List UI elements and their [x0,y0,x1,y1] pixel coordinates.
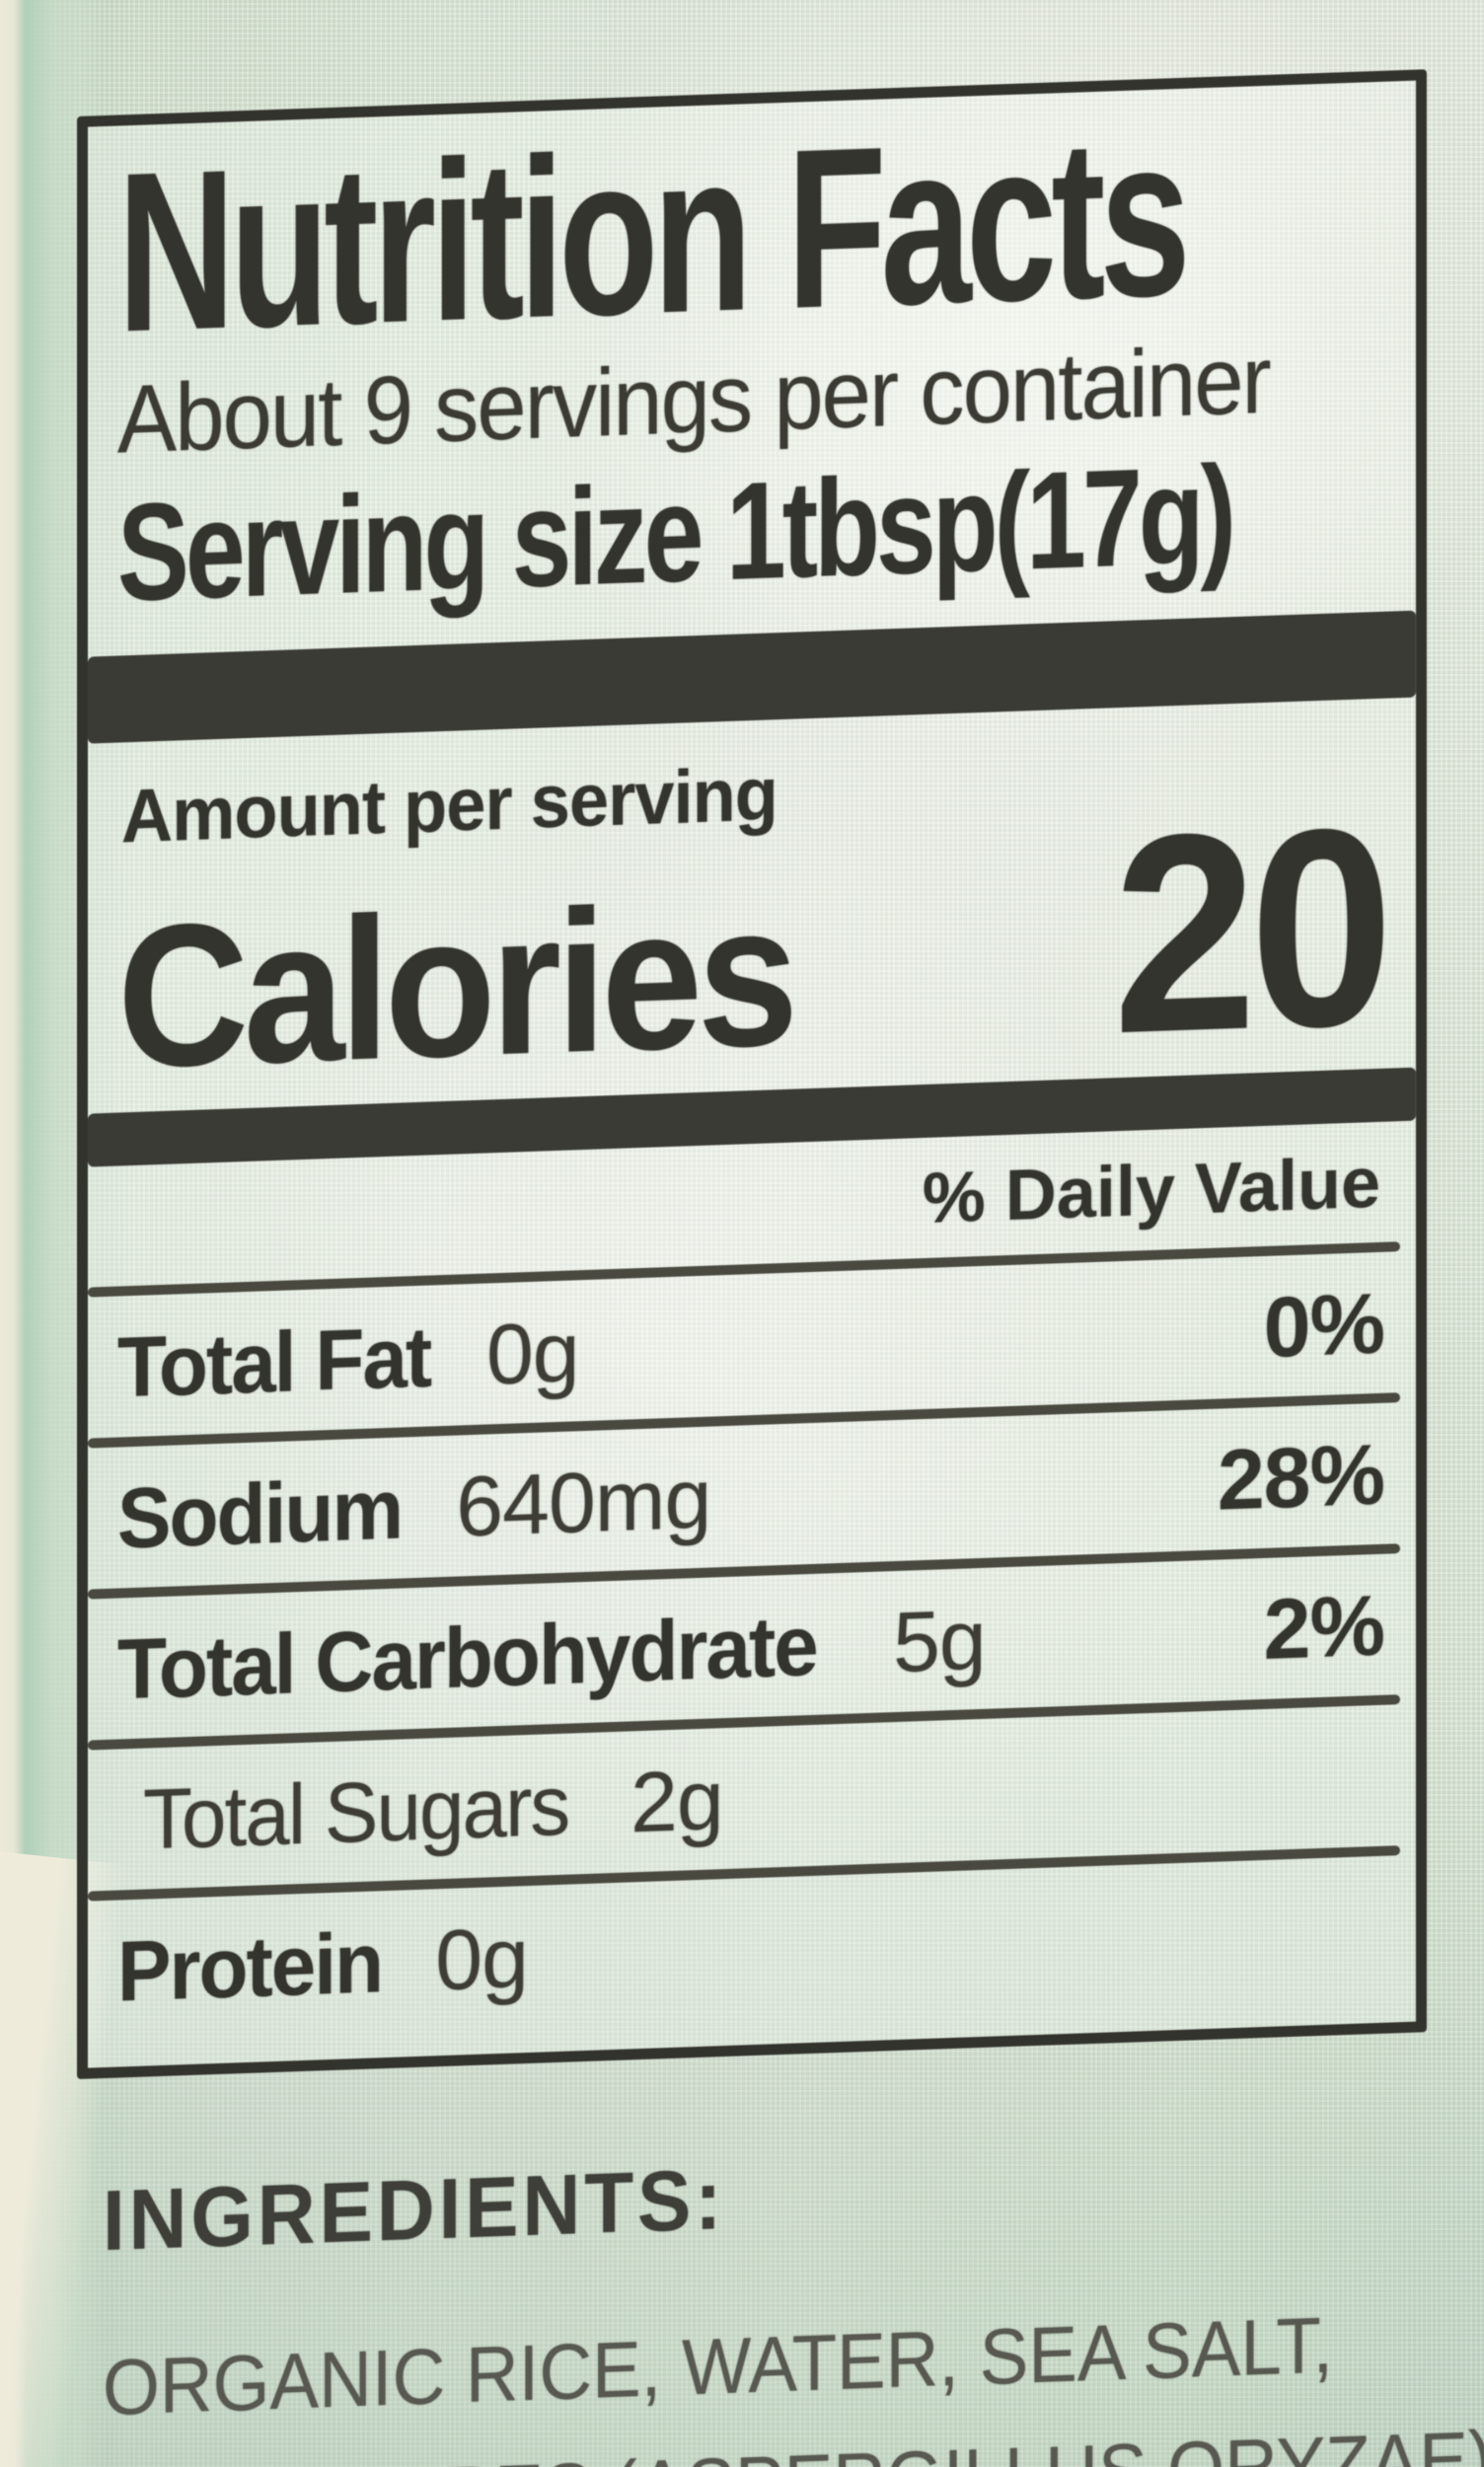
nutrient-value: 0g [435,1909,528,2008]
nutrition-facts-panel: Nutrition Facts About 9 servings per con… [77,69,1427,2079]
nutrient-value: 640mg [456,1451,711,1555]
nutrient-name: Total Fat [117,1309,431,1416]
nutrient-daily-value: 0% [1263,1276,1384,1376]
serving-size-value: 1tbsp(17g) [725,435,1233,609]
nutrient-value: 2g [631,1752,723,1851]
nutrient-value: 0g [485,1304,579,1403]
nutrient-name: Total Sugars [143,1757,569,1868]
serving-size-line: Serving size 1tbsp(17g) [117,436,1232,630]
nutrition-label: Nutrition Facts About 9 servings per con… [77,69,1484,2467]
calories-row: Calories 20 [117,769,1386,1111]
ingredients-section: INGREDIENTS: ORGANIC RICE, WATER, SEA SA… [77,2127,1484,2467]
nutrient-value: 5g [893,1592,986,1690]
nutrient-daily-value: 28% [1217,1427,1384,1529]
ingredients-heading: INGREDIENTS: [103,2151,726,2269]
calories-value: 20 [1113,769,1386,1092]
nutrition-facts-title: Nutrition Facts [117,88,1186,380]
nutrient-name: Sodium [117,1461,403,1567]
nutrient-name: Protein [117,1914,383,2020]
nutrient-daily-value: 2% [1263,1578,1384,1678]
thick-separator-bar [88,610,1416,744]
calories-label: Calories [117,860,793,1111]
nutrient-name: Total Carbohydrate [117,1598,817,1718]
serving-size-label: Serving size [117,454,701,631]
ingredients-list: ORGANIC RICE, WATER, SEA SALT, KOJI SPOR… [103,2281,1484,2467]
